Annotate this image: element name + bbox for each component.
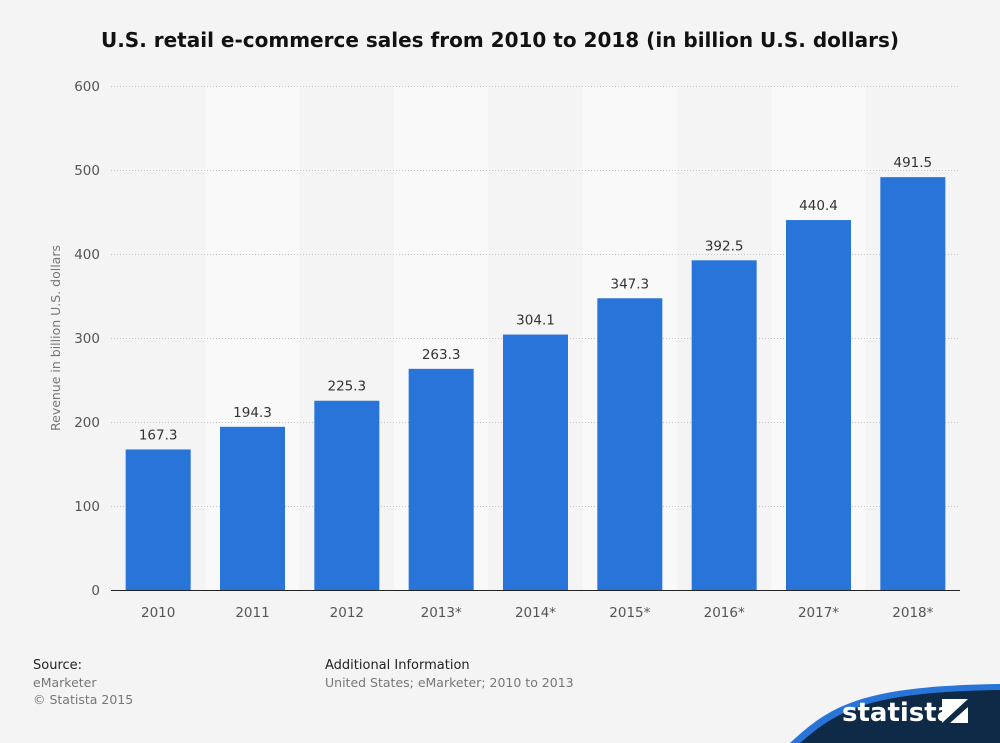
x-tick-label: 2018* [892, 605, 933, 621]
chart: U.S. retail e-commerce sales from 2010 t… [48, 28, 960, 621]
bar [503, 334, 568, 590]
y-axis-ticks: 0 100 200 300 400 500 600 [74, 79, 100, 599]
y-tick-label: 300 [74, 331, 100, 347]
y-tick-label: 600 [74, 79, 100, 95]
bar [786, 220, 851, 590]
y-tick-label: 200 [74, 415, 100, 431]
source-line: eMarketer [33, 675, 97, 690]
data-label: 304.1 [516, 313, 555, 329]
data-label: 392.5 [705, 238, 744, 254]
y-tick-label: 400 [74, 247, 100, 263]
bar [597, 298, 663, 590]
y-tick-label: 100 [74, 499, 100, 515]
y-axis-label: Revenue in billion U.S. dollars [48, 245, 63, 431]
logo-mark-icon [942, 699, 968, 723]
bar [220, 426, 285, 590]
source-heading: Source: [33, 658, 83, 673]
x-tick-label: 2010 [141, 605, 175, 621]
data-label: 491.5 [894, 155, 933, 171]
x-tick-label: 2016* [704, 605, 745, 621]
source-block: Source: eMarketer © Statista 2015 [33, 657, 133, 708]
statista-logo[interactable]: statista [790, 676, 1000, 743]
bar [408, 368, 474, 590]
x-tick-label: 2013* [421, 605, 462, 621]
data-label: 263.3 [422, 347, 461, 363]
x-tick-label: 2012 [330, 605, 364, 621]
bar [314, 400, 380, 590]
data-labels: 167.3 194.3 225.3 263.3 304.1 347.3 392.5 440.4… [139, 155, 932, 443]
x-tick-label: 2015* [609, 605, 650, 621]
bar [880, 177, 946, 590]
data-label: 225.3 [328, 379, 367, 395]
data-label: 167.3 [139, 427, 178, 443]
bar [691, 260, 757, 590]
x-axis-ticks: 2010 2011 2012 2013* 2014* 2015* 2016* 2017* 201… [141, 605, 934, 621]
x-tick-label: 2017* [798, 605, 839, 621]
data-label: 347.3 [611, 276, 650, 292]
logo-wordmark: statista [842, 698, 954, 728]
bars [125, 177, 946, 590]
additional-info-block: Additional Information United States; eM… [325, 657, 574, 691]
chart-title: U.S. retail e-commerce sales from 2010 t… [101, 28, 899, 52]
additional-info-heading: Additional Information [325, 658, 470, 673]
x-tick-label: 2014* [515, 605, 556, 621]
data-label: 194.3 [233, 405, 272, 421]
x-tick-label: 2011 [235, 605, 269, 621]
y-tick-label: 500 [74, 163, 100, 179]
bar [125, 449, 191, 590]
additional-info-text: United States; eMarketer; 2010 to 2013 [325, 675, 574, 690]
data-label: 440.4 [799, 198, 838, 214]
copyright-line: © Statista 2015 [33, 692, 134, 707]
y-tick-label: 0 [91, 583, 100, 599]
